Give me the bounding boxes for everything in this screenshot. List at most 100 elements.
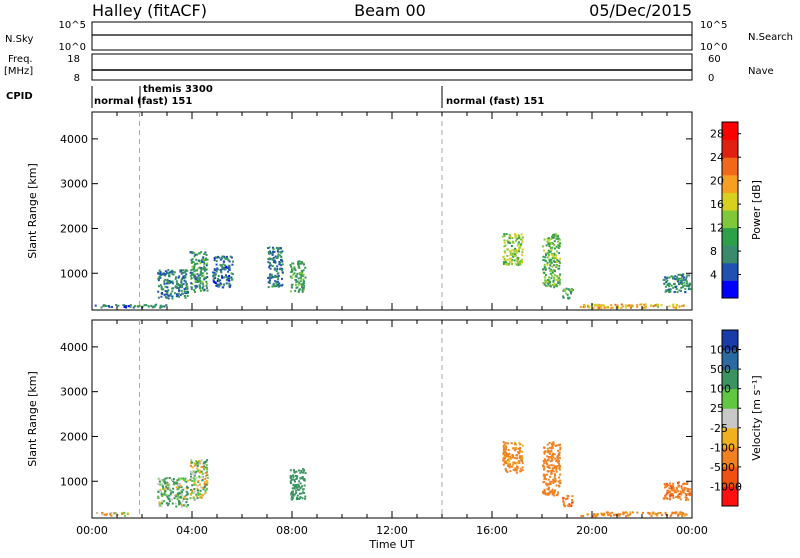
data-cell [664, 276, 667, 279]
data-cell [521, 241, 524, 243]
data-cell [221, 266, 224, 269]
data-cell [228, 286, 231, 289]
colorbar-segment [722, 466, 738, 487]
data-cell [553, 240, 556, 243]
data-cluster [542, 441, 562, 497]
data-cell [666, 279, 669, 282]
data-cell [514, 233, 517, 235]
data-cell [559, 473, 562, 476]
data-cluster [267, 246, 284, 289]
data-cell [555, 237, 558, 240]
data-cell [194, 275, 197, 278]
data-cell [166, 293, 169, 296]
data-cell [304, 266, 307, 269]
data-cell [232, 260, 234, 263]
data-cell [515, 249, 518, 252]
data-cell [221, 267, 224, 270]
data-cluster [562, 494, 574, 508]
data-cluster [189, 459, 209, 501]
data-cell [172, 491, 175, 494]
data-cell [200, 258, 203, 261]
data-cell [289, 264, 292, 266]
data-cell [180, 272, 183, 275]
data-cell [276, 256, 279, 259]
data-cell [164, 274, 166, 277]
data-cell [168, 500, 171, 503]
data-cell [512, 468, 515, 471]
data-cell [174, 494, 177, 497]
data-cell [552, 453, 554, 456]
plot-frame [91, 319, 693, 519]
data-cell [267, 251, 270, 253]
data-cell [628, 304, 631, 307]
data-cell [682, 273, 685, 276]
data-cell [175, 481, 178, 484]
data-cell [548, 267, 551, 270]
data-cell [517, 460, 520, 463]
data-cell [506, 254, 509, 257]
colorbar-tick-label: 1000 [710, 344, 738, 357]
data-cell [183, 275, 186, 277]
data-cell [186, 285, 189, 288]
data-cell [521, 261, 523, 264]
data-cell [196, 496, 199, 499]
data-cell [163, 480, 166, 483]
data-cell [558, 252, 561, 255]
data-cell [101, 512, 104, 515]
data-cell [183, 496, 186, 499]
data-cell [161, 288, 164, 291]
data-cell [196, 461, 199, 464]
data-cell [662, 497, 665, 500]
data-cell [562, 499, 565, 502]
data-cell [512, 241, 515, 244]
data-cell [167, 484, 170, 487]
y-axis-label: Slant Range [km] [26, 163, 39, 259]
data-cell [508, 235, 511, 238]
data-cell [179, 502, 182, 505]
data-cell [174, 292, 176, 295]
data-cell [198, 475, 201, 478]
data-cell [227, 267, 229, 269]
data-cell [199, 289, 202, 292]
data-cell [644, 305, 647, 308]
data-cell [673, 511, 676, 514]
data-cell [677, 273, 680, 276]
data-cell [160, 286, 163, 289]
data-cell [292, 493, 295, 496]
data-cell [193, 483, 196, 486]
data-cell [549, 281, 551, 284]
data-cell [178, 486, 181, 489]
data-cell [680, 485, 683, 488]
data-cell [669, 492, 672, 495]
data-cell [687, 283, 690, 286]
data-cell [514, 441, 517, 444]
data-cell [548, 243, 551, 246]
data-cell [558, 264, 561, 267]
data-cell [624, 304, 627, 307]
data-cell [190, 276, 193, 279]
data-cell [549, 262, 552, 265]
data-cell [184, 281, 187, 284]
data-cell [281, 284, 283, 287]
colorbar-tick-label: -25 [710, 422, 728, 435]
data-cell [511, 237, 514, 239]
data-cell [547, 478, 550, 481]
colorbar-segment [722, 447, 738, 468]
data-cell [181, 500, 184, 503]
title-right: 05/Dec/2015 [589, 1, 692, 20]
data-cell [221, 257, 224, 260]
data-cell [684, 496, 687, 499]
data-cell [161, 500, 164, 503]
data-cell [203, 468, 205, 471]
data-cell [184, 276, 187, 279]
data-cell [517, 242, 520, 245]
data-cell [302, 491, 305, 494]
data-cell [507, 448, 510, 451]
data-cell [670, 284, 673, 287]
data-cell [588, 306, 591, 309]
data-cell [227, 259, 230, 262]
data-cell [556, 444, 559, 447]
data-cell [168, 273, 171, 276]
data-cell [682, 490, 685, 493]
